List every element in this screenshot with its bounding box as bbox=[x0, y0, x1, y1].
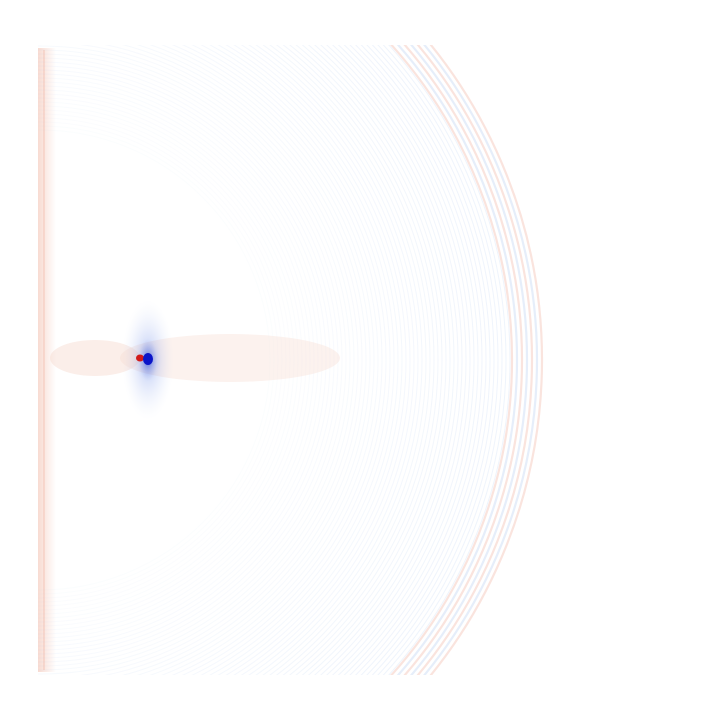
wavefront-ring bbox=[208, 45, 399, 675]
wavefront-ring bbox=[240, 45, 415, 675]
wavefront-ring bbox=[38, 73, 327, 647]
wavefront-ring bbox=[371, 45, 499, 675]
wavefront-ring bbox=[38, 69, 331, 651]
wavefront-ring bbox=[343, 45, 479, 675]
wavefront-ring bbox=[288, 45, 443, 675]
wavefront-ring bbox=[38, 85, 315, 635]
wavefront-ring bbox=[161, 45, 379, 675]
radiation-lobe-right bbox=[120, 334, 340, 382]
wavefront-ring bbox=[149, 45, 375, 675]
wavefront-ring bbox=[275, 45, 435, 675]
wavefront-ring bbox=[389, 45, 513, 675]
wavefront-ring bbox=[325, 45, 467, 675]
wavefront-ring bbox=[171, 45, 383, 675]
wavefront-ring bbox=[38, 49, 351, 671]
left-boundary-band bbox=[38, 48, 56, 672]
wavefront-ring bbox=[262, 45, 427, 675]
wavefront-ring bbox=[38, 89, 311, 631]
wavefront-ring bbox=[191, 45, 391, 675]
wavefront-ring bbox=[38, 97, 303, 623]
wavefront-ring bbox=[396, 45, 518, 675]
wavefront-ring bbox=[377, 45, 503, 675]
wavefront-ring bbox=[247, 45, 419, 675]
wavefront-ring bbox=[38, 109, 291, 611]
wavefront-ring bbox=[295, 45, 447, 675]
wavefront-ring bbox=[403, 45, 523, 675]
wavefront-ring bbox=[136, 45, 371, 675]
source-negative-lobe bbox=[143, 353, 153, 365]
wavefront-ring bbox=[232, 45, 411, 675]
wavefront-ring bbox=[349, 45, 483, 675]
wavefront-ring bbox=[103, 45, 363, 675]
wavefront-ring bbox=[38, 81, 319, 639]
wavefront-ring bbox=[366, 45, 495, 675]
wavefront-ring bbox=[38, 61, 339, 659]
wavefront-ring bbox=[331, 45, 471, 675]
wavefront-ring bbox=[79, 45, 359, 675]
source-positive-lobe bbox=[136, 354, 144, 362]
wavefront-ring bbox=[38, 45, 355, 675]
wavefront-ring bbox=[38, 77, 323, 643]
wavefront-ring bbox=[282, 45, 439, 675]
wavefront-ring bbox=[255, 45, 423, 675]
radiation-lobe-left bbox=[50, 340, 140, 376]
wavefront-ring bbox=[225, 45, 407, 675]
wavefront-ring bbox=[354, 45, 487, 675]
wavefront-ring bbox=[38, 93, 307, 627]
wavefront-ring bbox=[38, 101, 299, 619]
wavefront-ring bbox=[38, 105, 295, 615]
wavefront-ring bbox=[429, 45, 543, 675]
wavefront-ring bbox=[121, 45, 367, 675]
wavefront-ring bbox=[181, 45, 387, 675]
wavefront-ring bbox=[200, 45, 395, 675]
wavefront-ring bbox=[409, 45, 528, 675]
wavefront-ring bbox=[416, 45, 533, 675]
wavefront-ring bbox=[387, 45, 511, 675]
wavefront-ring bbox=[38, 65, 335, 655]
wavefront-ring bbox=[313, 45, 459, 675]
wavefront-ring bbox=[38, 53, 347, 667]
wavefront-ring bbox=[217, 45, 403, 675]
wavefront-ring bbox=[319, 45, 463, 675]
wavefront-ring bbox=[307, 45, 455, 675]
wavefront-ring bbox=[268, 45, 431, 675]
wavefront-ring bbox=[422, 45, 538, 675]
wavefront-ring bbox=[38, 57, 343, 663]
wavefront-ring bbox=[382, 45, 507, 675]
wavefront-ring bbox=[301, 45, 451, 675]
wavefront-ring bbox=[360, 45, 491, 675]
wavefront-ring bbox=[337, 45, 475, 675]
wavefront-rings bbox=[38, 45, 543, 675]
